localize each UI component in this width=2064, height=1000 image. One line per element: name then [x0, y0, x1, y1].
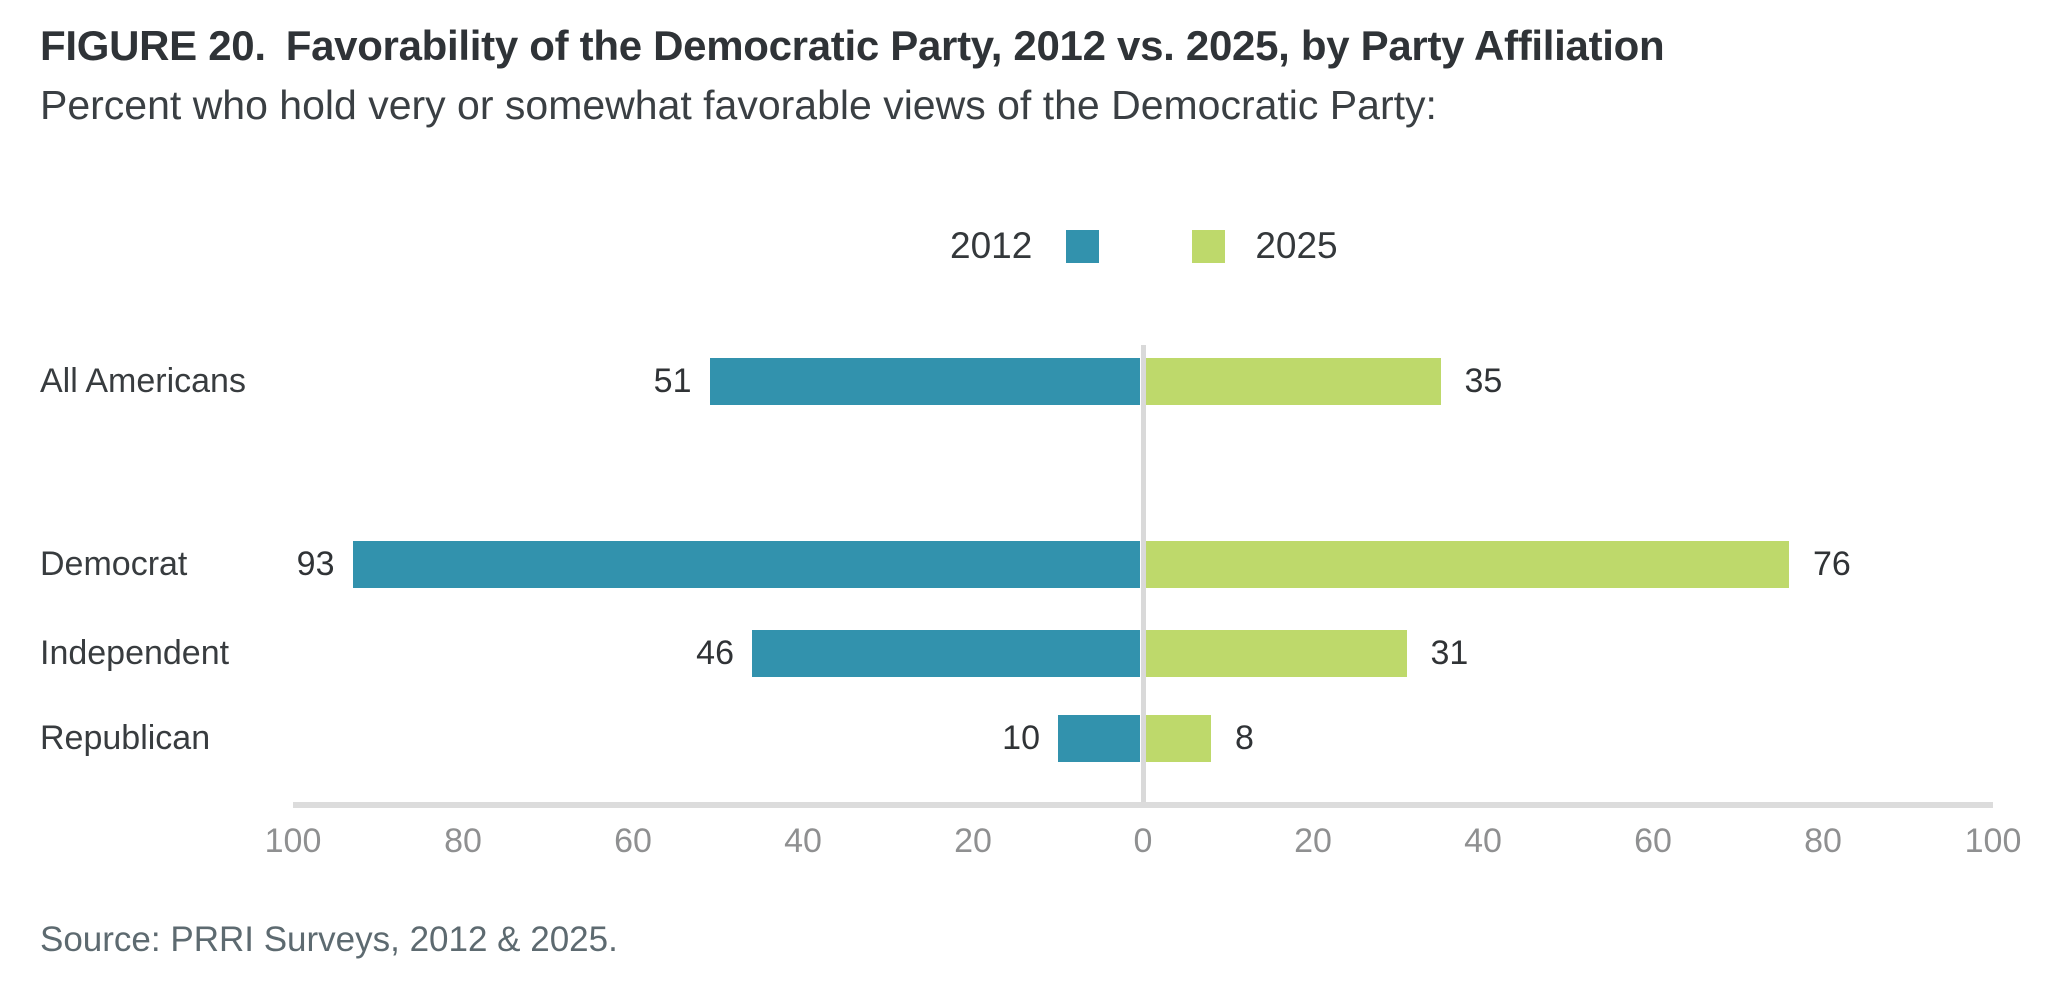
- x-axis-tick-label-20-left: 20: [954, 822, 992, 860]
- legend-label-2012: 2012: [950, 225, 1033, 266]
- bar-2025-independent: [1146, 630, 1407, 677]
- bar-2025-democrat: [1146, 541, 1789, 588]
- figure-number-label: FIGURE 20.: [40, 22, 266, 69]
- x-axis-tick-label-60-left: 60: [614, 822, 652, 860]
- legend-swatch-2025-icon: [1192, 229, 1226, 263]
- legend-label-2025: 2025: [1255, 225, 1338, 266]
- bar-2025-republican: [1146, 715, 1211, 762]
- category-label-democrat: Democrat: [40, 545, 188, 583]
- value-2025-democrat: 76: [1813, 545, 1851, 583]
- value-2012-independent: 46: [696, 634, 734, 672]
- category-label-all-americans: All Americans: [40, 362, 246, 400]
- x-axis-tick-label-100-left: 100: [264, 822, 322, 860]
- value-2012-democrat: 93: [296, 545, 335, 583]
- x-axis-tick-label-60-right: 60: [1634, 822, 1672, 860]
- figure-subtitle: Percent who hold very or somewhat favora…: [40, 82, 1437, 128]
- value-2012-republican: 10: [1002, 719, 1040, 757]
- category-label-republican: Republican: [40, 719, 211, 757]
- value-2025-republican: 8: [1235, 719, 1254, 757]
- x-axis-tick-label-40-right: 40: [1464, 822, 1502, 860]
- x-axis-tick-label-100-right: 100: [1964, 822, 2022, 860]
- bar-2012-all-americans: [709, 358, 1140, 405]
- x-axis-tick-label-0: 0: [1133, 822, 1153, 860]
- figure-title-text: Favorability of the Democratic Party, 20…: [285, 22, 1665, 69]
- x-axis-line: [293, 802, 1993, 808]
- value-2012-all-americans: 51: [653, 362, 692, 400]
- x-axis-tick-label-80-left: 80: [444, 822, 482, 860]
- zero-axis-line: [1140, 345, 1146, 808]
- x-axis-tick-label-80-right: 80: [1804, 822, 1842, 860]
- chart-legend: 2012 2025: [950, 225, 1338, 266]
- bar-2012-democrat: [352, 541, 1140, 588]
- figure-title: FIGURE 20. Favorability of the Democratic…: [40, 22, 1665, 70]
- bar-2012-independent: [752, 630, 1140, 677]
- bar-2012-republican: [1058, 715, 1140, 762]
- bar-2025-all-americans: [1146, 358, 1441, 405]
- value-2025-independent: 31: [1430, 634, 1469, 672]
- source-note: Source: PRRI Surveys, 2012 & 2025.: [40, 920, 618, 959]
- x-axis-tick-label-40-left: 40: [784, 822, 822, 860]
- legend-swatch-2012-icon: [1066, 229, 1100, 263]
- value-2025-all-americans: 35: [1464, 362, 1503, 400]
- x-axis-tick-label-20-right: 20: [1294, 822, 1332, 860]
- category-label-independent: Independent: [40, 634, 230, 672]
